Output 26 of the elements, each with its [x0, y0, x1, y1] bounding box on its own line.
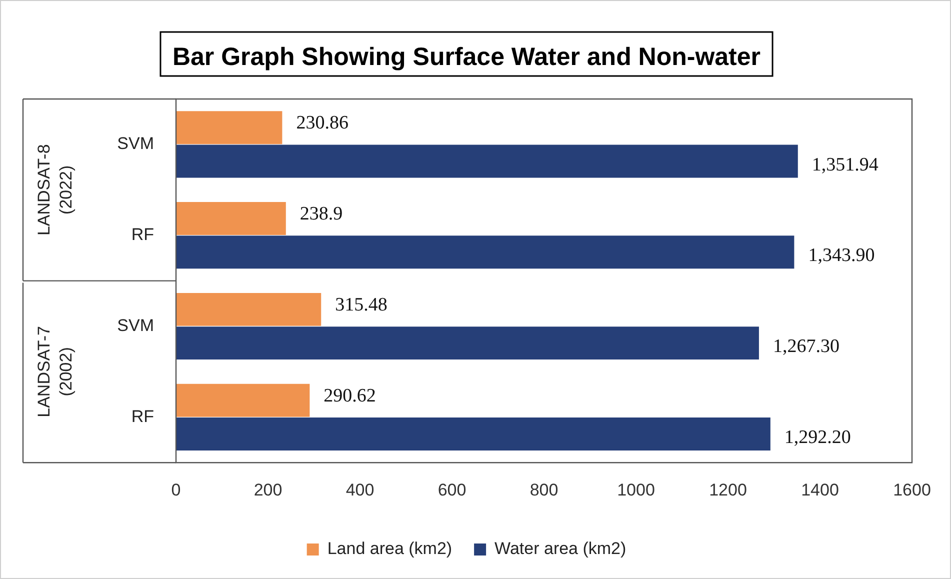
- x-tick-label: 1200: [709, 480, 747, 500]
- x-tick-label: 200: [254, 480, 282, 500]
- y-tick-label: SVM: [117, 316, 154, 335]
- chart-title: Bar Graph Showing Surface Water and Non-water: [172, 42, 761, 71]
- x-tick-label: 1600: [893, 480, 931, 500]
- data-label: 238.9: [300, 204, 343, 225]
- data-label: 1,351.94: [812, 154, 879, 176]
- y-tick-label: SVM: [117, 134, 154, 154]
- data-label: 230.86: [296, 112, 348, 134]
- data-label: 1,267.30: [772, 336, 840, 358]
- x-tick-label: 800: [530, 480, 558, 500]
- x-tick-label: 1000: [617, 480, 655, 500]
- y-tick-label: RF: [131, 406, 154, 426]
- x-tick-label: 0: [171, 480, 181, 500]
- data-label: 315.48: [335, 294, 388, 316]
- x-tick-label: 600: [438, 480, 466, 500]
- data-label: 1,292.20: [784, 426, 851, 448]
- legend-label: Land area (km2): [327, 539, 452, 558]
- legend-label: Water area (km2): [494, 539, 626, 558]
- x-tick-label: 1400: [801, 480, 839, 500]
- text: LANDSAT-7 (2002): [34, 326, 76, 418]
- text: LANDSAT-8 (2022): [34, 144, 76, 236]
- data-label: 290.62: [324, 385, 376, 406]
- data-label: 1,343.90: [808, 245, 875, 266]
- y-tick-label: RF: [131, 225, 154, 244]
- x-tick-label: 400: [346, 480, 374, 500]
